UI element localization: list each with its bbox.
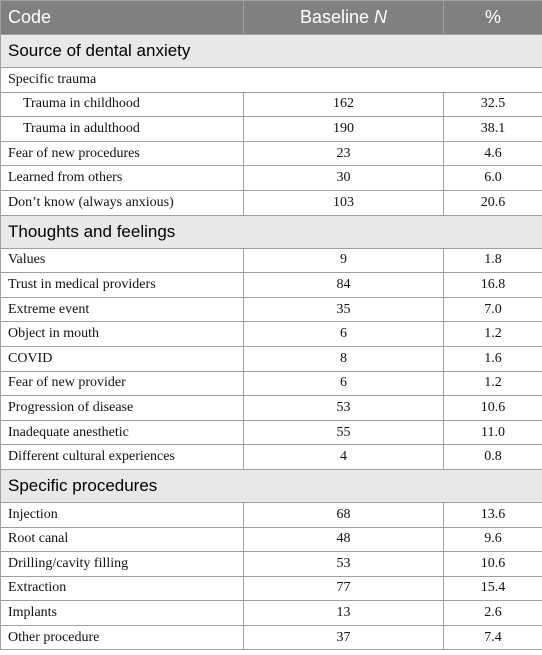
header-cell: Code <box>0 0 244 35</box>
row-label: Values <box>0 247 244 274</box>
row-value: 6.0 <box>443 165 542 191</box>
row-value: 48 <box>243 526 444 553</box>
section-title: Source of dental anxiety <box>0 34 542 68</box>
row-value: 38.1 <box>443 116 542 142</box>
data-row: Injection 68 13.6 <box>0 501 542 528</box>
data-row: Learned from others 30 6.0 <box>0 165 542 191</box>
row-value: 13 <box>243 600 444 626</box>
row-label: Implants <box>0 600 244 626</box>
row-value: 9.6 <box>443 526 542 553</box>
row-label: Progression of disease <box>0 395 244 421</box>
section-title: Specific procedures <box>0 468 542 503</box>
data-row: Fear of new provider 6 1.2 <box>0 370 542 397</box>
row-label: Fear of new procedures <box>0 140 244 167</box>
row-value: 4 <box>243 444 444 470</box>
row-value: 1.8 <box>443 247 542 274</box>
row-label: Trauma in adulthood <box>0 116 244 142</box>
row-value: 0.8 <box>443 444 542 470</box>
data-row: Specific trauma <box>0 67 542 93</box>
row-label: Extraction <box>0 575 244 602</box>
row-value: 68 <box>243 501 444 528</box>
section-row: Specific procedures <box>0 468 542 503</box>
row-value: 1.2 <box>443 370 542 397</box>
row-value: 20.6 <box>443 189 542 216</box>
data-row: Fear of new procedures 23 4.6 <box>0 140 542 167</box>
row-label: Drilling/cavity filling <box>0 551 244 577</box>
row-value: 190 <box>243 116 444 142</box>
row-value: 6 <box>243 370 444 397</box>
data-row: Drilling/cavity filling 53 10.6 <box>0 551 542 577</box>
data-row: Extraction 77 15.4 <box>0 575 542 602</box>
row-label: Learned from others <box>0 165 244 191</box>
header-text: Baseline <box>299 7 370 27</box>
row-value: 35 <box>243 296 444 323</box>
row-value: 37 <box>243 624 444 651</box>
row-value: 84 <box>243 272 444 298</box>
data-row: Inadequate anesthetic 55 11.0 <box>0 419 542 446</box>
row-label: Inadequate anesthetic <box>0 419 244 446</box>
row-value: 16.8 <box>443 272 542 298</box>
row-value: 55 <box>243 419 444 446</box>
data-row: Trust in medical providers 84 16.8 <box>0 272 542 298</box>
row-label: COVID <box>0 345 244 372</box>
row-label: Specific trauma <box>0 67 542 93</box>
row-value: 53 <box>243 395 444 421</box>
row-label: Other procedure <box>0 624 244 651</box>
header-cell: % <box>443 0 542 35</box>
row-value: 8 <box>243 345 444 372</box>
row-value: 7.4 <box>443 624 542 651</box>
row-value: 30 <box>243 165 444 191</box>
data-row: Don’t know (always anxious) 103 20.6 <box>0 189 542 216</box>
data-row: Implants 13 2.6 <box>0 600 542 626</box>
row-label: Different cultural experiences <box>0 444 244 470</box>
row-value: 77 <box>243 575 444 602</box>
row-value: 23 <box>243 140 444 167</box>
section-title: Thoughts and feelings <box>0 214 542 249</box>
data-row: Progression of disease 53 10.6 <box>0 395 542 421</box>
data-row: Other procedure 37 7.4 <box>0 624 542 651</box>
row-label: Fear of new provider <box>0 370 244 397</box>
section-row: Thoughts and feelings <box>0 214 542 249</box>
row-value: 15.4 <box>443 575 542 602</box>
data-row: Trauma in childhood 162 32.5 <box>0 91 542 118</box>
row-value: 6 <box>243 321 444 347</box>
row-value: 162 <box>243 91 444 118</box>
row-label: Trauma in childhood <box>0 91 244 118</box>
header-italic: N <box>374 7 388 27</box>
row-label: Object in mouth <box>0 321 244 347</box>
data-row: Root canal 48 9.6 <box>0 526 542 553</box>
data-row: Different cultural experiences 4 0.8 <box>0 444 542 470</box>
row-label: Trust in medical providers <box>0 272 244 298</box>
row-value: 53 <box>243 551 444 577</box>
row-value: 32.5 <box>443 91 542 118</box>
data-row: Object in mouth 6 1.2 <box>0 321 542 347</box>
header-cell: Baseline N <box>243 0 444 35</box>
row-label: Root canal <box>0 526 244 553</box>
data-row: Trauma in adulthood 190 38.1 <box>0 116 542 142</box>
section-row: Source of dental anxiety <box>0 34 542 68</box>
row-value: 10.6 <box>443 395 542 421</box>
row-value: 2.6 <box>443 600 542 626</box>
row-value: 13.6 <box>443 501 542 528</box>
data-row: Extreme event 35 7.0 <box>0 296 542 323</box>
header-row: Code Baseline N% <box>0 0 542 35</box>
row-value: 4.6 <box>443 140 542 167</box>
data-row: Values 9 1.8 <box>0 247 542 274</box>
row-value: 1.2 <box>443 321 542 347</box>
row-value: 11.0 <box>443 419 542 446</box>
row-label: Don’t know (always anxious) <box>0 189 244 216</box>
row-value: 9 <box>243 247 444 274</box>
row-label: Extreme event <box>0 296 244 323</box>
row-value: 103 <box>243 189 444 216</box>
row-value: 1.6 <box>443 345 542 372</box>
row-value: 7.0 <box>443 296 542 323</box>
row-value: 10.6 <box>443 551 542 577</box>
row-label: Injection <box>0 501 244 528</box>
data-row: COVID 8 1.6 <box>0 345 542 372</box>
